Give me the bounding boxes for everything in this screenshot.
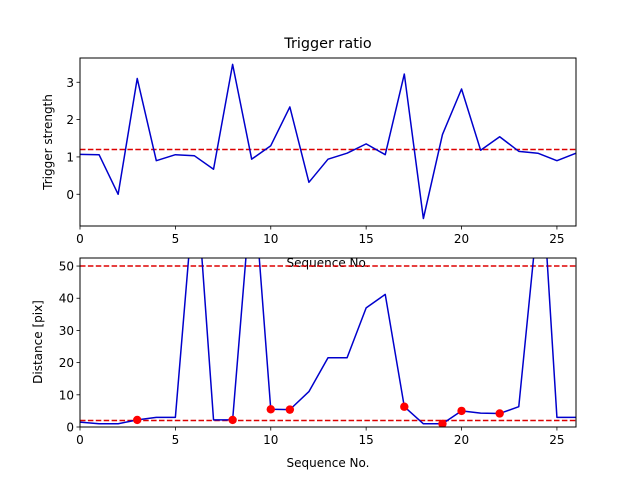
- trigger-ratio-xtick-label: 0: [76, 232, 84, 246]
- distance-marker-point: [133, 415, 142, 425]
- distance-ylabel: Distance [pix]: [31, 300, 45, 384]
- trigger-ratio-xtick-label: 20: [454, 232, 469, 246]
- distance-xtick-label: 0: [76, 433, 84, 447]
- distance-marker-point: [457, 406, 466, 416]
- distance-frame: [79, 257, 577, 428]
- trigger-ratio-xtick-label: 5: [172, 232, 180, 246]
- distance-marker-point: [495, 409, 504, 418]
- distance-ytick-label: 40: [59, 292, 74, 306]
- trigger-ratio-ytick-label: 2: [66, 113, 74, 127]
- trigger-ratio-title: Trigger ratio: [283, 36, 372, 52]
- trigger-ratio-series-line: [80, 63, 576, 220]
- trigger-ratio-xtick-label: 15: [359, 232, 374, 246]
- trigger-ratio-ytick-label: 1: [66, 150, 74, 164]
- distance-ytick-label: 20: [59, 356, 74, 370]
- distance-marker-point: [266, 405, 275, 414]
- distance-marker-point: [285, 405, 295, 414]
- trigger-ratio-frame: [79, 57, 577, 227]
- trigger-ratio-ylabel: Trigger strength: [41, 94, 55, 191]
- distance-ytick-label: 50: [59, 260, 74, 274]
- distance-xtick-label: 5: [172, 433, 180, 447]
- trigger-ratio-ytick-label: 3: [66, 76, 74, 90]
- distance-xtick-label: 20: [454, 433, 469, 447]
- distance-xtick-label: 15: [359, 433, 374, 447]
- distance-ytick-label: 10: [59, 388, 74, 402]
- distance-xtick-label: 10: [263, 433, 278, 447]
- trigger-ratio-data-area: [80, 63, 576, 220]
- distance-axes: Distance [pix] 0 5 10 15 20 25 0 10 20 30 40 50 Seq…: [31, 257, 577, 470]
- trigger-ratio-axes: Trigger ratio Trigger strength 0 5 10 15 20 2…: [41, 36, 577, 270]
- distance-ytick-label: 30: [59, 324, 74, 338]
- distance-data-area: [80, 258, 576, 427]
- trigger-ratio-xtick-label: 10: [263, 232, 278, 246]
- distance-marker-point: [228, 415, 237, 425]
- trigger-ratio-plot: 0 5 10 15 20 25 0 1 2 3: [66, 63, 576, 246]
- trigger-ratio-xtick-label: 25: [549, 232, 564, 246]
- distance-xlabel: Sequence No.: [287, 456, 370, 470]
- distance-ytick-label: 0: [66, 421, 74, 435]
- distance-marker-point: [400, 402, 409, 411]
- distance-plot: 0 5 10 15 20 25 0 10 20 30 40 50: [59, 258, 576, 447]
- distance-marker-point: [438, 419, 447, 427]
- trigger-ratio-ytick-label: 0: [66, 188, 74, 202]
- distance-xtick-label: 25: [549, 433, 564, 447]
